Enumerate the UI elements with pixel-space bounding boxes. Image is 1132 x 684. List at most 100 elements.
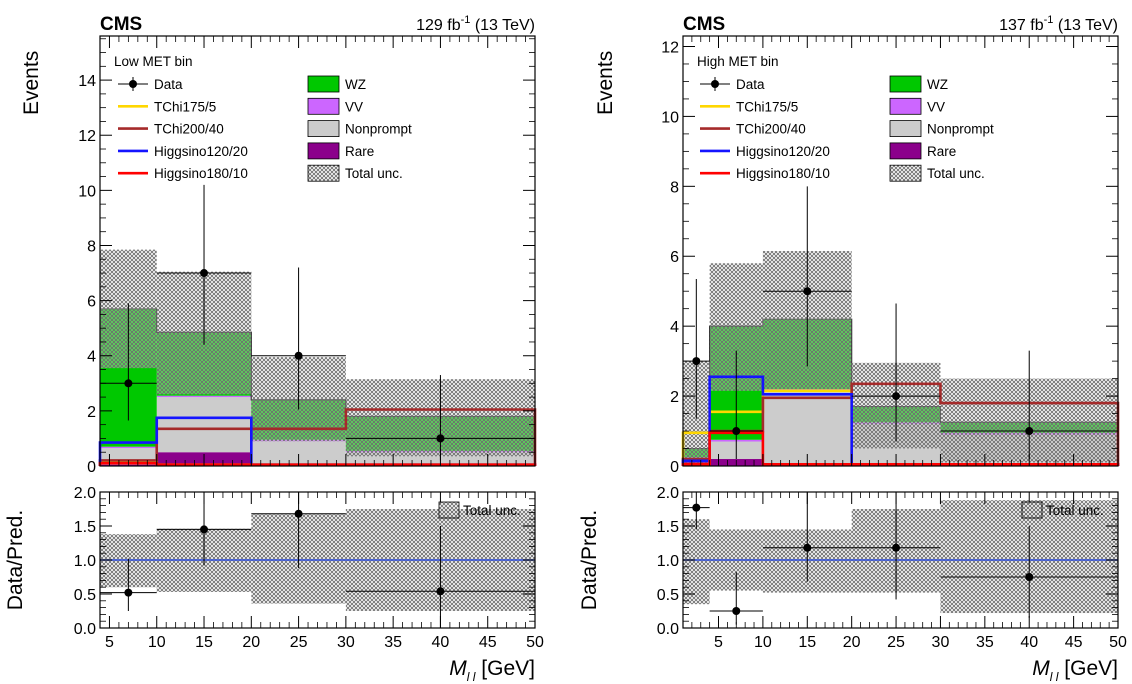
ratio-y-tick-label: 1.5 <box>657 519 679 536</box>
y-tick-label: 14 <box>78 73 96 90</box>
ratio-y-tick-label: 0.0 <box>657 621 679 638</box>
energy-label: (13 TeV) <box>470 17 535 34</box>
x-tick-label: 20 <box>843 634 861 651</box>
x-axis-title-subscript: l l <box>467 670 476 684</box>
lumi-label: 137 fb-1 (13 TeV) <box>999 14 1118 34</box>
signal-line-tchi200-40 <box>681 382 1120 466</box>
lumi-value: 129 fb <box>416 17 461 34</box>
experiment-label: CMS <box>683 14 725 35</box>
x-tick-label: 10 <box>148 634 166 651</box>
legend-label: TChi175/5 <box>154 99 216 114</box>
x-tick-label: 40 <box>432 634 450 651</box>
y-tick-label: 8 <box>670 179 679 196</box>
ratio-y-tick-label: 2.0 <box>74 485 96 502</box>
lumi-value: 137 fb <box>999 17 1044 34</box>
x-axis-title: Ml l [GeV] <box>1032 657 1118 684</box>
legend-label: Higgsino120/20 <box>736 144 830 159</box>
met-bin-label: Low MET bin <box>114 54 193 69</box>
y-tick-label: 2 <box>87 404 96 421</box>
data-point-3 <box>892 392 901 401</box>
x-tick-label: 15 <box>195 634 213 651</box>
x-tick-label: 30 <box>337 634 355 651</box>
legend-box-nonprompt <box>889 120 922 137</box>
legend-box-wz <box>889 75 922 93</box>
ratio-y-tick-label: 1.0 <box>657 553 679 570</box>
experiment-label: CMS <box>100 14 142 35</box>
x-axis-title-symbol: M <box>449 657 467 680</box>
y-tick-label: 10 <box>661 109 679 126</box>
ratio-legend-box <box>1021 501 1043 519</box>
legend-label: Higgsino180/10 <box>154 166 248 181</box>
data-point-0 <box>124 379 133 388</box>
x-axis-title-symbol: M <box>1032 657 1050 680</box>
legend-label: Nonprompt <box>927 122 994 137</box>
x-tick-label: 20 <box>242 634 260 651</box>
x-axis-title-subscript: l l <box>1050 670 1059 684</box>
x-tick-label: 30 <box>932 634 950 651</box>
lumi-label: 129 fb-1 (13 TeV) <box>416 14 535 34</box>
lumi-exponent: -1 <box>461 14 471 26</box>
ratio-legend-box <box>438 501 460 519</box>
data-point-1 <box>732 427 741 436</box>
data-point-3 <box>436 434 445 443</box>
legend-label: Rare <box>345 144 374 159</box>
legend-box-wz <box>307 75 340 93</box>
ratio-y-tick-label: 1.5 <box>74 519 96 536</box>
ratio-y-tick-label: 0.0 <box>74 621 96 638</box>
data-point-0 <box>692 357 701 366</box>
x-axis-title-unit: [GeV] <box>475 657 535 680</box>
stack-bar-nonprompt-2 <box>762 390 852 465</box>
legend-label: VV <box>927 99 945 114</box>
y-tick-label: 2 <box>670 389 679 406</box>
ratio-legend-label: Total unc. <box>463 503 521 518</box>
ratio-legend-label: Total unc. <box>1046 503 1104 518</box>
legend-box-rare <box>889 142 922 160</box>
legend-box-total-unc <box>889 164 922 182</box>
low-met-panel: 0 2 4 6 8 10 12 14 CMS 129 fb-1 (13 TeV) Low MET b… <box>4 14 544 684</box>
stack-bar-nonprompt-1 <box>156 397 252 453</box>
ratio-y-tick-label: 0.5 <box>74 587 96 604</box>
stack-bar-vv-0 <box>100 446 157 449</box>
legend-label: TChi200/40 <box>154 122 224 137</box>
legend-data-marker <box>129 80 137 88</box>
y-tick-label: 0 <box>87 459 96 476</box>
x-tick-label: 10 <box>754 634 772 651</box>
legend-label: WZ <box>927 77 948 92</box>
x-tick-label: 5 <box>105 634 114 651</box>
legend-label: Higgsino180/10 <box>736 166 830 181</box>
y-tick-label: 6 <box>87 294 96 311</box>
legend-label: Data <box>736 77 765 92</box>
ratio-y-tick-label: 0.5 <box>657 587 679 604</box>
data-point-2 <box>294 351 303 360</box>
x-tick-label: 50 <box>1109 634 1127 651</box>
legend-box-vv <box>307 97 340 115</box>
y-tick-label: 12 <box>78 128 96 145</box>
ratio-point-4 <box>1025 573 1034 581</box>
ratio-y-tick-label: 2.0 <box>657 485 679 502</box>
ratio-point-3 <box>892 543 901 552</box>
ratio-point-1 <box>200 525 209 534</box>
legend-box-vv <box>889 97 922 115</box>
y-tick-label: 12 <box>661 39 679 56</box>
ratio-y-axis-title: Data/Pred. <box>578 510 601 610</box>
legend-label: Higgsino120/20 <box>154 144 248 159</box>
data-point-4 <box>1025 427 1034 436</box>
y-tick-label: 4 <box>87 349 96 366</box>
legend-label: TChi175/5 <box>736 99 798 114</box>
main-frame <box>682 35 1119 467</box>
energy-label: (13 TeV) <box>1053 17 1118 34</box>
x-tick-label: 45 <box>479 634 497 651</box>
ratio-point-2 <box>294 509 303 518</box>
ratio-unc-band-0 <box>683 519 710 605</box>
legend-label: Data <box>154 77 183 92</box>
legend-box-nonprompt <box>307 120 340 137</box>
ratio-point-1 <box>732 607 741 615</box>
ratio-y-tick-label: 1.0 <box>74 553 96 570</box>
x-axis-title-unit: [GeV] <box>1058 657 1118 680</box>
stack-bar-vv-1 <box>156 395 252 398</box>
y-axis-title: Events <box>594 51 617 115</box>
x-tick-label: 40 <box>1020 634 1038 651</box>
x-tick-label: 35 <box>384 634 402 651</box>
